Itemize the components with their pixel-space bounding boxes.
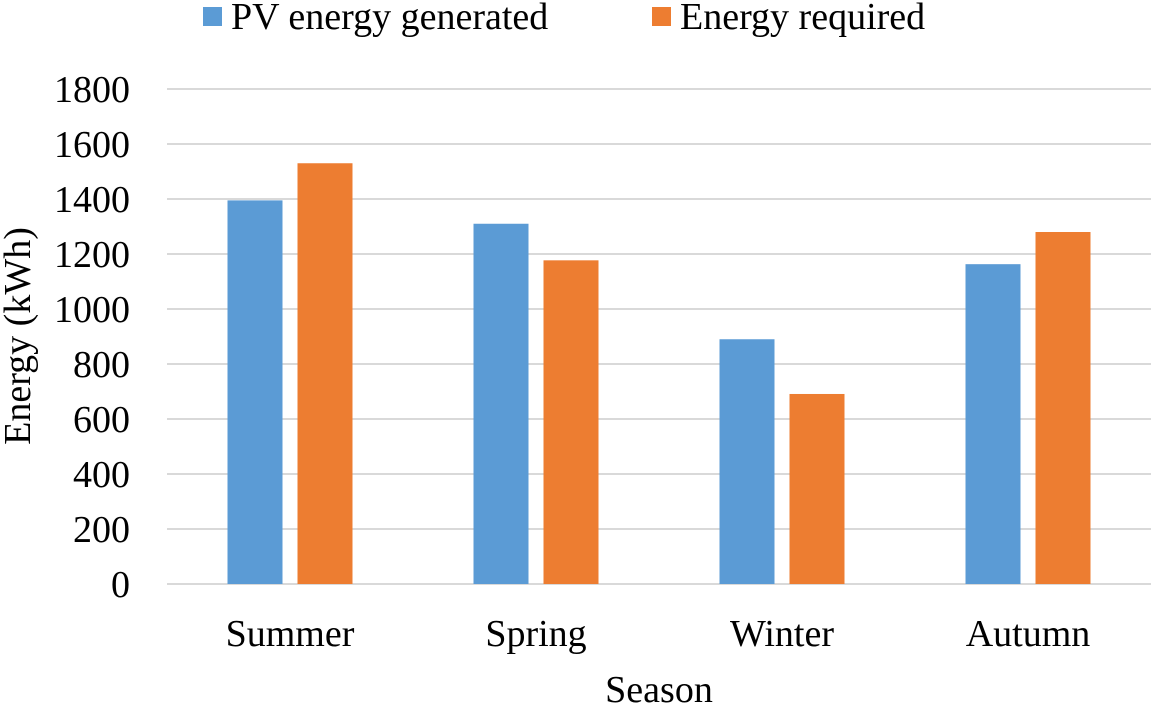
bar-spring-energy-required bbox=[543, 260, 599, 584]
x-category-label: Winter bbox=[730, 613, 834, 655]
legend-swatch bbox=[203, 7, 222, 26]
y-tick-label: 400 bbox=[73, 454, 130, 496]
y-tick-label: 0 bbox=[111, 564, 130, 606]
y-tick-label: 1800 bbox=[54, 69, 130, 111]
y-tick-label: 1000 bbox=[54, 289, 130, 331]
x-category-label: Summer bbox=[226, 613, 355, 655]
legend-swatch bbox=[652, 7, 671, 26]
legend-label: PV energy generated bbox=[231, 0, 548, 38]
bar-spring-pv-generated bbox=[473, 223, 529, 584]
y-tick-label: 800 bbox=[73, 344, 130, 386]
y-tick-label: 200 bbox=[73, 509, 130, 551]
legend-label: Energy required bbox=[680, 0, 925, 38]
y-axis-ticks: 0 200 400 600 800 1000 1200 1400 1600 1800 bbox=[54, 69, 130, 606]
x-axis-categories: Summer Spring Winter Autumn bbox=[226, 613, 1091, 655]
x-axis-title: Season bbox=[605, 669, 713, 705]
bar-winter-pv-generated bbox=[719, 339, 775, 584]
legend: PV energy generated Energy required bbox=[203, 0, 925, 38]
bar-winter-energy-required bbox=[789, 393, 845, 584]
y-tick-label: 1600 bbox=[54, 124, 130, 166]
y-tick-label: 1400 bbox=[54, 179, 130, 221]
y-tick-label: 600 bbox=[73, 399, 130, 441]
y-axis-title: Energy (kWh) bbox=[0, 227, 39, 445]
x-category-label: Spring bbox=[485, 613, 586, 655]
bar-summer-energy-required bbox=[297, 163, 353, 584]
y-tick-label: 1200 bbox=[54, 234, 130, 276]
bars bbox=[227, 163, 1091, 584]
bar-autumn-energy-required bbox=[1035, 232, 1091, 584]
bar-autumn-pv-generated bbox=[965, 264, 1021, 584]
bar-summer-pv-generated bbox=[227, 200, 283, 584]
x-category-label: Autumn bbox=[966, 613, 1091, 655]
